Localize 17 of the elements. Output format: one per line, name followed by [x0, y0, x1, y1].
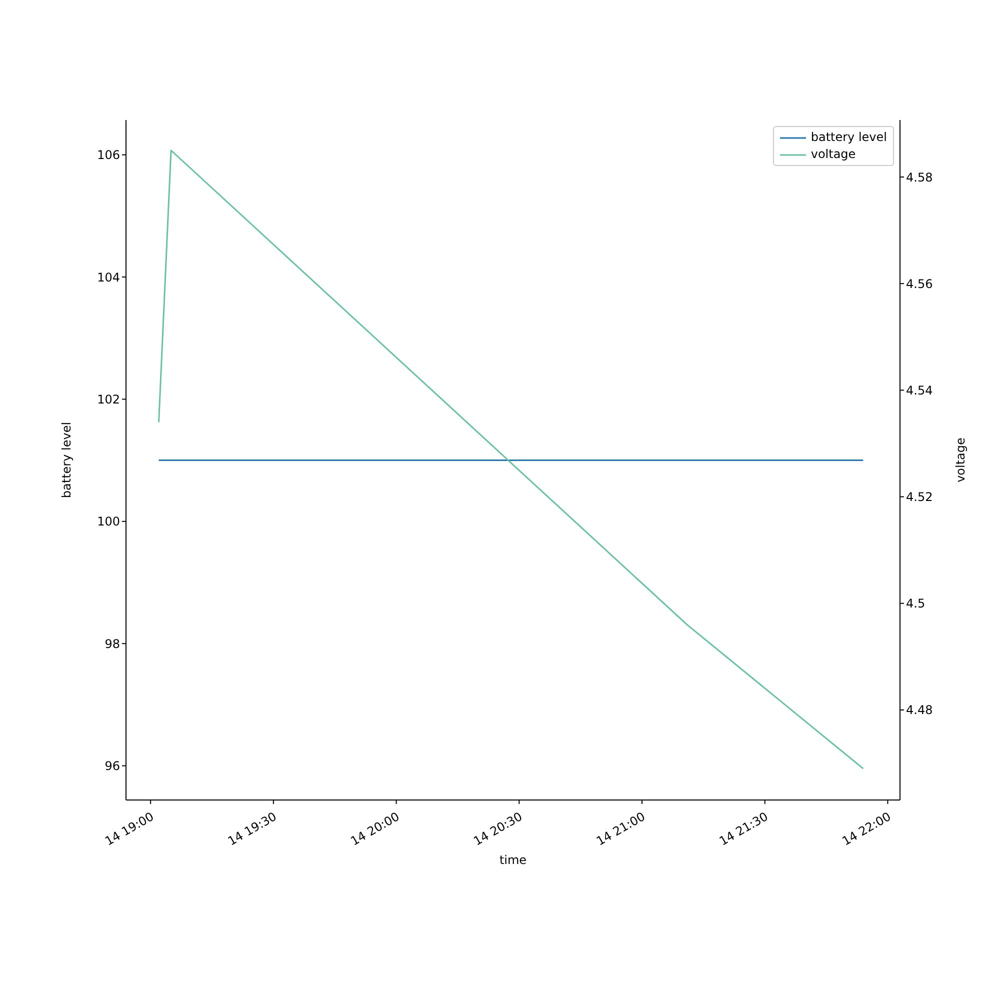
legend-label: voltage	[810, 146, 856, 163]
y-tick-label: 98	[104, 636, 120, 651]
y-tick-label: 96	[104, 759, 120, 774]
y2-tick-label: 4.52	[906, 490, 933, 504]
y-axis-title: battery level	[59, 422, 74, 498]
y2-axis-title: voltage	[953, 438, 968, 482]
y-tick-label: 106	[97, 148, 120, 162]
y2-tick-label: 4.54	[906, 383, 933, 398]
y-tick-label: 104	[97, 270, 120, 284]
y2-tick-label: 4.5	[906, 596, 926, 611]
y2-tick-label: 4.58	[906, 170, 933, 184]
y-tick-label: 102	[97, 392, 120, 406]
legend-label: battery level	[810, 129, 887, 146]
y-tick-label: 100	[97, 514, 120, 529]
x-axis-title: time	[499, 853, 527, 867]
y2-tick-label: 4.56	[906, 276, 933, 291]
y2-tick-label: 4.48	[906, 703, 933, 718]
